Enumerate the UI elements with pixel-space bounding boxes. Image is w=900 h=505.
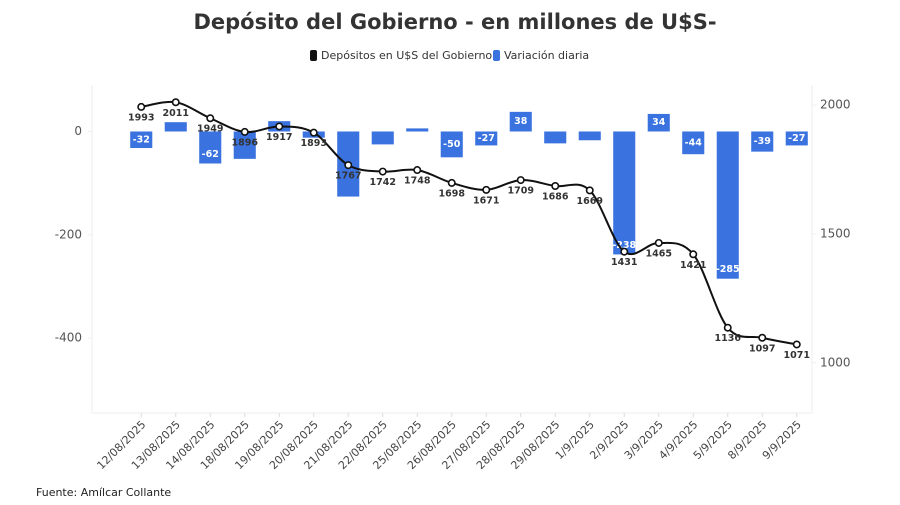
point-label: 1071 (784, 350, 810, 361)
y2-tick-label: 1500 (820, 226, 851, 240)
point (206, 114, 215, 123)
point-label: 2011 (163, 108, 189, 119)
point-label: 1431 (611, 257, 637, 268)
bar-label: -39 (754, 136, 771, 147)
bar (475, 131, 498, 146)
point (758, 333, 767, 342)
bar-label: -62 (202, 149, 219, 160)
point-label: 1917 (266, 132, 292, 143)
y-tick-label: -400 (55, 331, 82, 345)
point (171, 98, 180, 107)
bar (682, 131, 705, 155)
point-label: 1097 (749, 343, 775, 354)
bar (371, 131, 394, 145)
bar (164, 122, 187, 132)
bar (406, 128, 429, 132)
point-label: 1896 (232, 137, 259, 148)
bar-label: -285 (716, 264, 740, 275)
bar-label: -27 (788, 133, 805, 144)
legend-label: Variación diaria (504, 49, 589, 62)
legend-swatch (493, 50, 500, 61)
bar (578, 131, 601, 141)
point-label: 1767 (335, 171, 361, 182)
bar (130, 131, 153, 149)
point-label: 1993 (128, 112, 154, 123)
legend-swatch (310, 50, 317, 61)
point (689, 250, 698, 259)
point (137, 102, 146, 111)
y2-tick-label: 2000 (820, 98, 851, 112)
point-label: 1709 (508, 186, 534, 197)
bar (233, 131, 256, 159)
bar (751, 131, 774, 152)
y-tick-label: 0 (74, 124, 82, 138)
point-label: 1465 (646, 248, 672, 259)
bar (647, 113, 670, 132)
point-label: 1136 (715, 333, 742, 344)
point-label: 1742 (370, 177, 396, 188)
bar (440, 131, 463, 158)
point-label: 1748 (404, 176, 431, 187)
point (275, 122, 284, 131)
point (551, 182, 560, 191)
y-tick-label: -200 (55, 227, 82, 241)
bar (509, 111, 532, 132)
point-label: 1893 (301, 138, 327, 149)
bar (613, 131, 636, 255)
point (792, 340, 801, 349)
point-label: 1671 (473, 195, 499, 206)
point-label: 1421 (680, 260, 706, 271)
bar (716, 131, 739, 279)
point (585, 186, 594, 195)
point (654, 238, 663, 247)
bar-label: 38 (514, 116, 528, 127)
point (447, 178, 456, 187)
bar (199, 131, 222, 164)
bar-label: -50 (443, 139, 461, 150)
point (344, 161, 353, 170)
point-label: 1686 (542, 192, 569, 203)
bar-label: -44 (685, 137, 703, 148)
bar-label: -238 (612, 240, 636, 251)
point (378, 167, 387, 176)
point (482, 185, 491, 194)
chart-title: Depósito del Gobierno - en millones de U… (193, 10, 716, 34)
bar-label: -27 (478, 133, 495, 144)
point-label: 1949 (197, 124, 223, 135)
point-label: 1669 (577, 196, 603, 207)
point (620, 247, 629, 256)
point (309, 128, 318, 137)
source: Fuente: Amílcar Collante (36, 486, 171, 499)
point-label: 1698 (439, 188, 466, 199)
point (413, 166, 422, 175)
point (516, 176, 525, 185)
bar-label: 34 (652, 117, 666, 128)
bar-label: -32 (133, 134, 150, 145)
legend-label: Depósitos en U$S del Gobierno (321, 49, 492, 62)
point (723, 323, 732, 332)
y2-tick-label: 1000 (820, 355, 851, 369)
bar (544, 131, 567, 144)
legend: Depósitos en U$S del Gobierno Variación … (310, 49, 589, 62)
bar (785, 131, 808, 146)
point (240, 127, 249, 136)
